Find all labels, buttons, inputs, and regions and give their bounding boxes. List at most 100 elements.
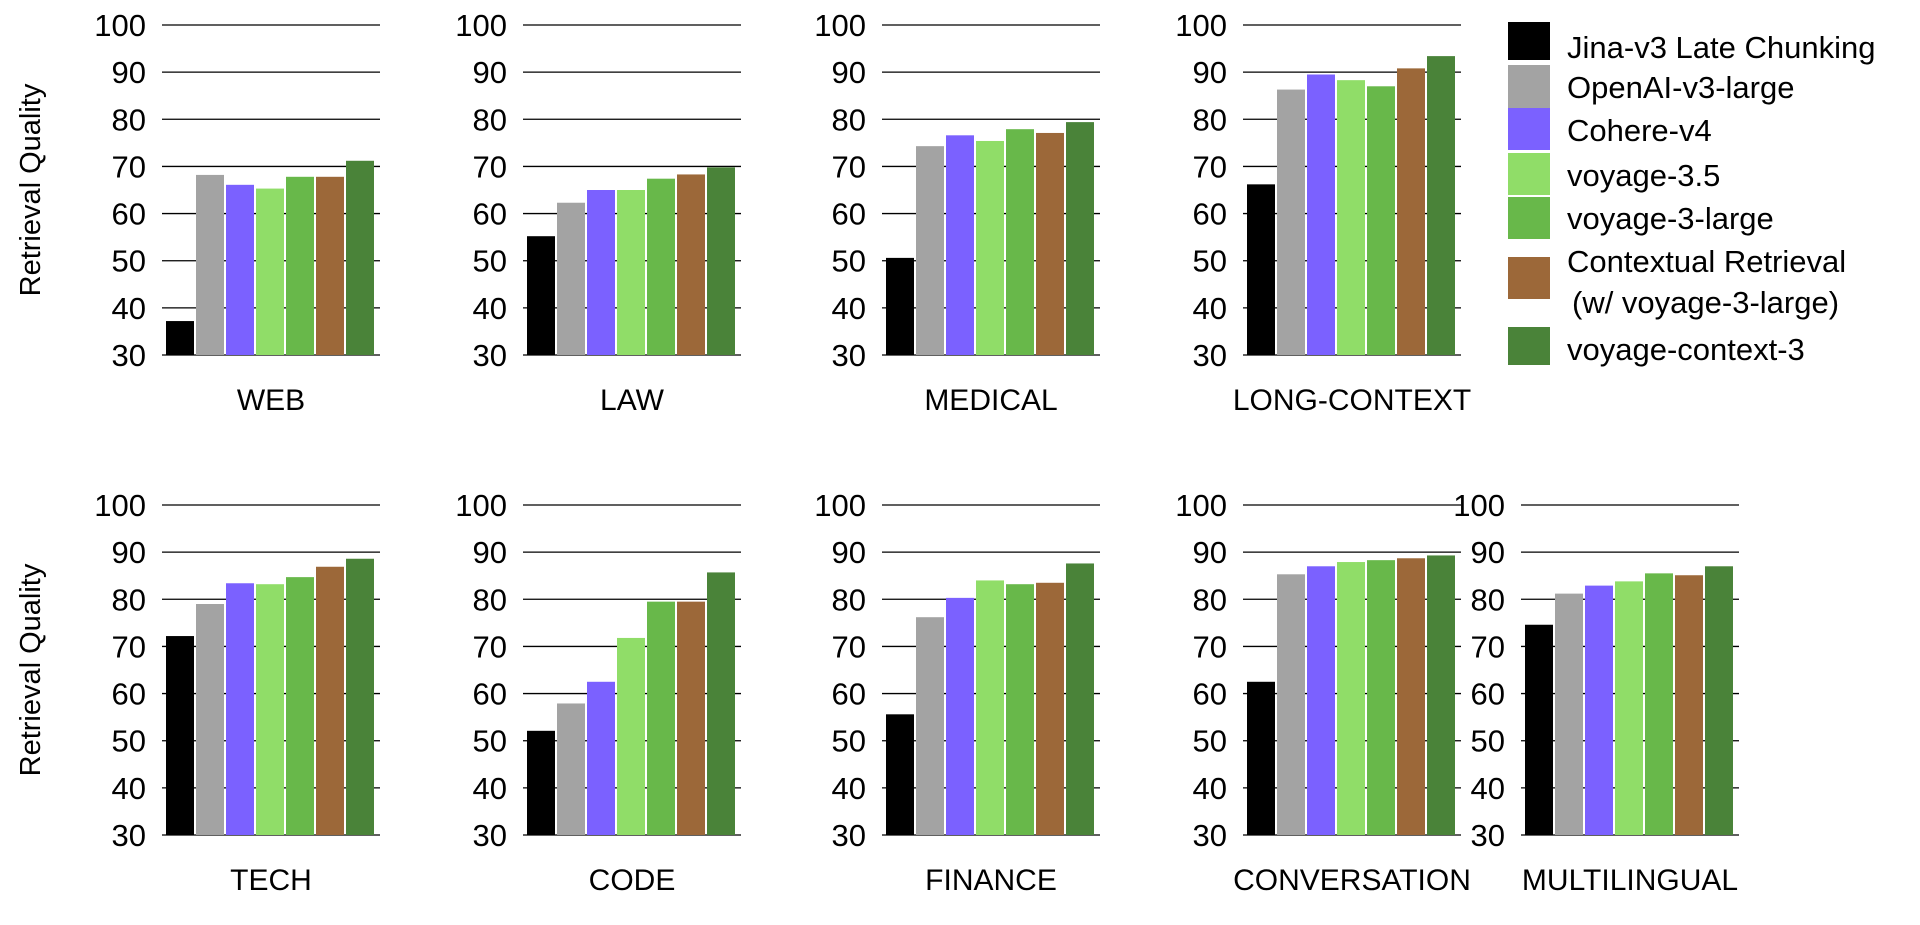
bar-conversation-1 xyxy=(1277,574,1305,835)
bar-code-2 xyxy=(587,681,615,835)
legend-swatch xyxy=(1508,153,1550,195)
y-tick-label: 30 xyxy=(1471,818,1505,853)
y-tick-label: 80 xyxy=(1471,582,1505,617)
bar-multilingual-2 xyxy=(1585,585,1613,835)
y-tick-label: 70 xyxy=(1471,629,1505,664)
bar-finance-4 xyxy=(1006,584,1034,835)
y-tick-label: 90 xyxy=(112,535,146,570)
y-tick-label: 60 xyxy=(1193,197,1227,232)
bar-law-4 xyxy=(647,178,675,355)
y-tick-label: 100 xyxy=(814,488,866,523)
legend-label: Jina-v3 Late Chunking xyxy=(1567,30,1875,65)
y-tick-label: 40 xyxy=(1471,771,1505,806)
bar-long-context-3 xyxy=(1337,80,1365,356)
legend-label: Cohere-v4 xyxy=(1567,113,1712,148)
y-tick-label: 60 xyxy=(473,677,507,712)
bar-tech-0 xyxy=(166,636,194,835)
bar-multilingual-6 xyxy=(1705,566,1733,835)
bar-long-context-6 xyxy=(1427,56,1455,355)
y-tick-label: 80 xyxy=(473,582,507,617)
category-label: MULTILINGUAL xyxy=(1522,864,1738,897)
legend-swatch xyxy=(1508,197,1550,239)
bar-conversation-6 xyxy=(1427,555,1455,835)
bar-long-context-2 xyxy=(1307,74,1335,355)
bar-finance-6 xyxy=(1066,563,1094,835)
bar-long-context-4 xyxy=(1367,86,1395,356)
y-tick-label: 80 xyxy=(473,102,507,137)
legend-label: voyage-3.5 xyxy=(1567,158,1720,193)
bar-conversation-3 xyxy=(1337,562,1365,835)
bar-law-5 xyxy=(677,174,705,355)
y-tick-label: 90 xyxy=(832,55,866,90)
bar-multilingual-3 xyxy=(1615,581,1643,835)
y-tick-label: 80 xyxy=(1193,582,1227,617)
legend-label: voyage-3-large xyxy=(1567,201,1774,236)
category-label: CODE xyxy=(589,864,676,897)
y-tick-label: 50 xyxy=(1193,244,1227,279)
y-tick-label: 40 xyxy=(473,771,507,806)
bar-law-2 xyxy=(587,190,615,355)
legend-swatch xyxy=(1508,327,1550,365)
y-tick-label: 60 xyxy=(112,677,146,712)
bar-code-6 xyxy=(707,572,735,835)
y-tick-label: 100 xyxy=(1175,8,1227,43)
y-tick-label: 80 xyxy=(832,582,866,617)
bar-multilingual-5 xyxy=(1675,575,1703,835)
bar-tech-1 xyxy=(196,604,224,835)
y-tick-label: 60 xyxy=(1193,677,1227,712)
y-axis-label: Retrieval Quality xyxy=(15,563,47,776)
y-tick-label: 90 xyxy=(1193,535,1227,570)
bar-medical-2 xyxy=(946,135,974,355)
y-tick-label: 30 xyxy=(1193,338,1227,373)
category-label: LONG-CONTEXT xyxy=(1233,384,1471,417)
y-tick-label: 50 xyxy=(832,244,866,279)
y-tick-label: 30 xyxy=(473,818,507,853)
legend-swatch xyxy=(1508,22,1550,60)
legend-label: voyage-context-3 xyxy=(1567,332,1805,367)
y-tick-label: 30 xyxy=(1193,818,1227,853)
bar-finance-0 xyxy=(886,714,914,835)
y-tick-label: 50 xyxy=(832,724,866,759)
bar-web-2 xyxy=(226,184,254,355)
y-tick-label: 60 xyxy=(112,197,146,232)
y-tick-label: 90 xyxy=(1471,535,1505,570)
y-tick-label: 70 xyxy=(1193,149,1227,184)
y-tick-label: 100 xyxy=(455,488,507,523)
bar-conversation-2 xyxy=(1307,566,1335,835)
bar-code-3 xyxy=(617,637,645,835)
bar-multilingual-4 xyxy=(1645,573,1673,835)
bar-web-3 xyxy=(256,188,284,355)
bar-conversation-4 xyxy=(1367,560,1395,835)
bar-web-6 xyxy=(346,160,374,355)
category-label: TECH xyxy=(230,864,312,897)
y-tick-label: 50 xyxy=(112,724,146,759)
y-tick-label: 100 xyxy=(455,8,507,43)
legend-label: Contextual Retrieval xyxy=(1567,244,1846,279)
category-label: WEB xyxy=(237,384,305,417)
bar-tech-5 xyxy=(316,566,344,835)
legend-label: OpenAI-v3-large xyxy=(1567,70,1794,105)
y-tick-label: 30 xyxy=(832,338,866,373)
bar-tech-4 xyxy=(286,577,314,835)
bar-medical-5 xyxy=(1036,132,1064,355)
y-tick-label: 90 xyxy=(832,535,866,570)
y-tick-label: 70 xyxy=(473,629,507,664)
bar-tech-3 xyxy=(256,584,284,835)
bar-medical-3 xyxy=(976,140,1004,355)
bar-long-context-0 xyxy=(1247,184,1275,355)
y-tick-label: 100 xyxy=(94,8,146,43)
category-label: LAW xyxy=(600,384,665,417)
bar-web-0 xyxy=(166,321,194,355)
y-tick-label: 80 xyxy=(112,102,146,137)
y-tick-label: 40 xyxy=(832,291,866,326)
bar-finance-5 xyxy=(1036,582,1064,835)
y-axis-label: Retrieval Quality xyxy=(15,83,47,296)
bar-conversation-0 xyxy=(1247,681,1275,835)
y-tick-label: 90 xyxy=(112,55,146,90)
bar-web-5 xyxy=(316,176,344,355)
y-tick-label: 90 xyxy=(473,55,507,90)
y-tick-label: 90 xyxy=(473,535,507,570)
bar-tech-2 xyxy=(226,583,254,835)
y-tick-label: 50 xyxy=(112,244,146,279)
